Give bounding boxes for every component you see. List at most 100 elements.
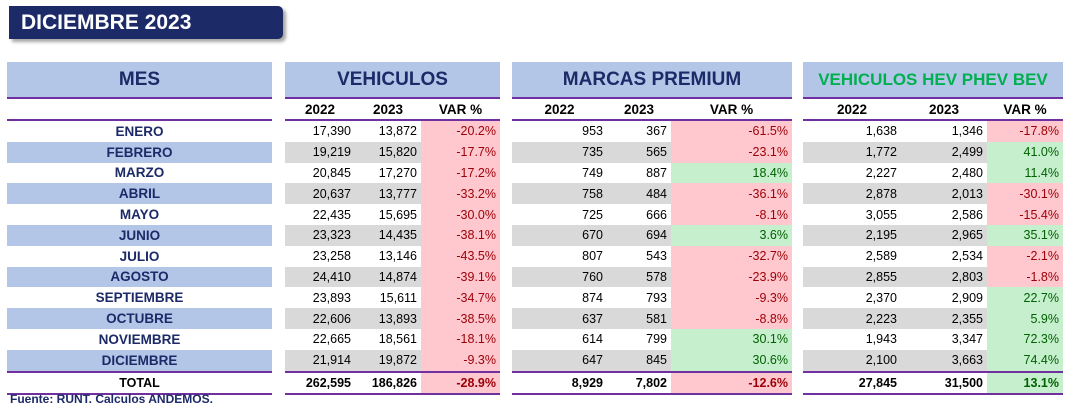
var-pct: -17.7% [421, 141, 500, 163]
value-2022: 749 [582, 165, 603, 180]
vehiculos-row: 24,410 14,874 -39.1% [285, 266, 500, 288]
premium-row: 725 666 -8.1% [512, 204, 792, 225]
hev-row: 2,195 2,965 35.1% [803, 224, 1063, 246]
hev-row: 1,772 2,499 41.0% [803, 141, 1063, 163]
value-2022: 1,638 [865, 124, 897, 139]
value-2023: 1,346 [951, 124, 983, 139]
value-2023: 2,803 [951, 269, 983, 284]
value-2023: 2,586 [951, 207, 983, 222]
var-pct: 5.9% [987, 308, 1063, 329]
value-2022: 24,410 [312, 269, 351, 284]
col-2022: 2022 [304, 101, 336, 117]
premium-row: 670 694 3.6% [512, 224, 792, 246]
value-2023: 19,872 [378, 353, 417, 368]
vehiculos-row: 19,219 15,820 -17.7% [285, 141, 500, 163]
value-2022: 20,845 [312, 165, 351, 180]
var-pct: -17.2% [421, 162, 500, 184]
var-pct: -8.8% [671, 308, 792, 329]
hev-row: 2,370 2,909 22.7% [803, 287, 1063, 309]
total-var: 13.1% [987, 372, 1063, 393]
var-pct: -15.4% [987, 204, 1063, 225]
value-2022: 20,637 [312, 186, 351, 201]
value-2022: 17,390 [312, 124, 351, 139]
value-2023: 3,347 [951, 332, 983, 347]
value-2022: 2,855 [865, 269, 897, 284]
value-2023: 14,435 [378, 228, 417, 243]
mes-subheader [7, 99, 272, 121]
vehiculos-row: 22,435 15,695 -30.0% [285, 204, 500, 225]
var-pct: 30.6% [671, 349, 792, 371]
var-pct: -1.8% [987, 266, 1063, 288]
total-2022: 27,845 [858, 375, 897, 390]
col-2023: 2023 [928, 101, 960, 117]
value-2023: 793 [646, 290, 667, 305]
total-2023: 186,826 [371, 375, 417, 390]
value-2023: 2,355 [951, 311, 983, 326]
value-2023: 13,777 [378, 186, 417, 201]
vehiculos-row: 23,893 15,611 -34.7% [285, 287, 500, 309]
value-2022: 758 [582, 186, 603, 201]
month-label: MAYO [119, 207, 160, 223]
col-2022: 2022 [836, 101, 868, 117]
col-var: VAR % [709, 101, 754, 117]
var-pct: 30.1% [671, 328, 792, 350]
value-2023: 887 [646, 165, 667, 180]
col-2022: 2022 [544, 101, 575, 117]
value-2022: 614 [582, 332, 603, 347]
var-pct: -9.3% [421, 349, 500, 371]
value-2022: 637 [582, 311, 603, 326]
var-pct: -33.2% [421, 183, 500, 205]
var-pct: -43.5% [421, 245, 500, 267]
report-title: DICIEMBRE 2023 [9, 6, 283, 39]
total-2022: 8,929 [571, 375, 603, 390]
var-pct: -38.5% [421, 308, 500, 329]
value-2023: 17,270 [378, 165, 417, 180]
value-2023: 694 [646, 228, 667, 243]
col-2023: 2023 [623, 101, 655, 117]
col-var: VAR % [438, 101, 483, 117]
vehiculos-row: 20,845 17,270 -17.2% [285, 162, 500, 184]
var-pct: 22.7% [987, 287, 1063, 309]
vehiculos-section: VEHICULOS 2022 2023 VAR % 17,390 13,872 -2… [285, 62, 500, 395]
var-pct: -39.1% [421, 266, 500, 288]
col-var: VAR % [1003, 101, 1047, 117]
hev-row: 3,055 2,586 -15.4% [803, 204, 1063, 225]
value-2022: 2,100 [865, 353, 897, 368]
hev-row: 1,943 3,347 72.3% [803, 328, 1063, 350]
total-var: -28.9% [421, 372, 500, 393]
value-2023: 2,480 [951, 165, 983, 180]
value-2022: 807 [582, 249, 603, 264]
vehiculos-row: 20,637 13,777 -33.2% [285, 183, 500, 205]
vehiculos-header: VEHICULOS [285, 62, 500, 99]
month-label: SEPTIEMBRE [95, 290, 184, 306]
month-label: OCTUBRE [7, 308, 272, 329]
value-2023: 2,013 [951, 186, 983, 201]
value-2023: 578 [646, 269, 667, 284]
vehiculos-subheader: 2022 2023 VAR % [285, 99, 500, 121]
var-pct: -23.1% [671, 141, 792, 163]
value-2023: 18,561 [378, 332, 417, 347]
value-2023: 15,820 [378, 145, 417, 160]
premium-row: 749 887 18.4% [512, 162, 792, 184]
month-label: ABRIL [7, 183, 272, 205]
hev-total-row: 27,845 31,500 13.1% [803, 370, 1063, 395]
var-pct: -20.2% [421, 121, 500, 142]
month-column: MES ENERO FEBRERO MARZO ABRIL MAYO JUNIO JULIO… [7, 62, 272, 395]
var-pct: -2.1% [987, 245, 1063, 267]
month-label: ENERO [115, 123, 164, 139]
hev-row: 2,227 2,480 11.4% [803, 162, 1063, 184]
value-2022: 2,195 [865, 228, 897, 243]
total-2022: 262,595 [305, 375, 351, 390]
value-2022: 3,055 [865, 207, 897, 222]
value-2023: 15,695 [378, 207, 417, 222]
source-footnote: Fuente: RUNT. Calculos ANDEMOS. [10, 392, 213, 406]
value-2022: 953 [582, 124, 603, 139]
value-2023: 2,965 [951, 228, 983, 243]
value-2022: 2,370 [865, 290, 897, 305]
premium-total-row: 8,929 7,802 -12.6% [512, 370, 792, 395]
value-2023: 2,499 [951, 145, 983, 160]
var-pct: -18.1% [421, 328, 500, 350]
var-pct: -17.8% [987, 121, 1063, 142]
value-2023: 13,893 [378, 311, 417, 326]
var-pct: -8.1% [671, 204, 792, 225]
